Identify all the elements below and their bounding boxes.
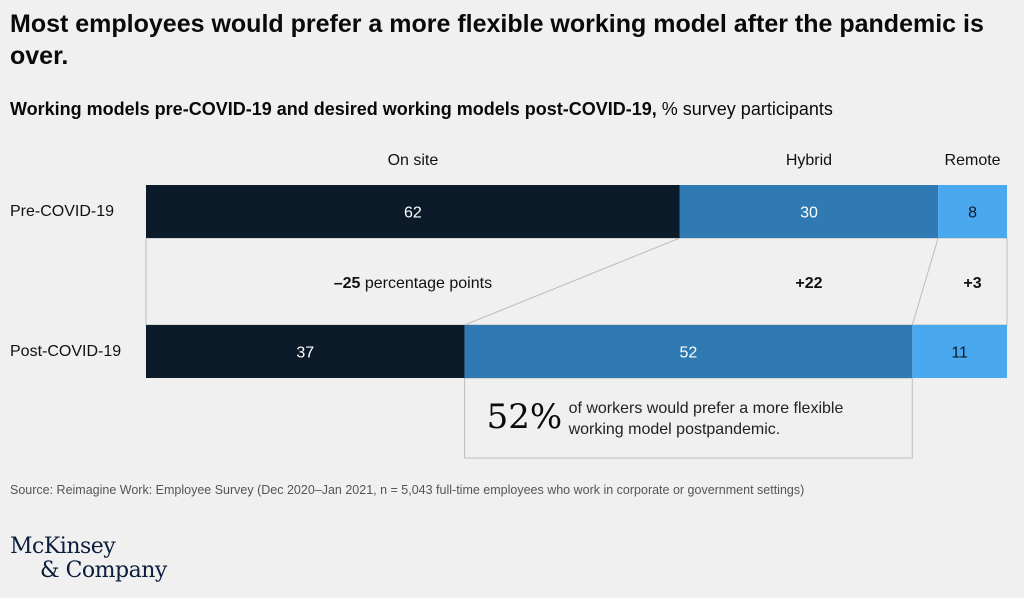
change-label: +3 [963,275,981,292]
bar-hybrid [464,325,913,378]
source-note: Source: Reimagine Work: Employee Survey … [10,483,805,497]
bar-remote [938,185,1007,238]
connector-line [464,237,681,326]
change-band [145,237,1008,326]
bar-on-site [146,325,465,378]
logo-line-2: & Company [40,558,167,583]
category-label: Pre-COVID-19 [10,203,114,220]
logo-line-1: McKinsey [10,534,116,559]
legend-hybrid: Hybrid [786,152,832,169]
connector-line [911,237,939,326]
bar-on-site [146,185,680,238]
category-label: Post-COVID-19 [10,343,121,360]
callout-value: 52% [487,397,563,437]
data-label: 11 [951,345,968,362]
data-label: 52 [680,345,698,362]
legend-remote: Remote [945,152,1001,169]
legend-on-site: On site [388,152,439,169]
chart-subtitle: Working models pre-COVID-19 and desired … [10,96,833,122]
mckinsey-logo: McKinsey & Company [10,535,167,583]
subtitle-units: % survey participants [656,99,833,119]
change-label: –25 percentage points [334,275,492,292]
subtitle-bold: Working models pre-COVID-19 and desired … [10,99,657,119]
bar-hybrid [679,185,939,238]
data-label: 30 [800,205,818,222]
chart-title: Most employees would prefer a more flexi… [10,10,984,70]
data-label: 37 [296,345,314,362]
data-label: 8 [968,205,977,222]
stacked-bar-chart: On site Hybrid Remote Pre-COVID-19 62 30 8 Post… [10,152,1008,459]
data-label: 62 [404,205,422,222]
callout-text: of workers would prefer a more flexible w… [568,400,844,438]
change-label: +22 [795,275,822,292]
bar-remote [912,325,1007,378]
